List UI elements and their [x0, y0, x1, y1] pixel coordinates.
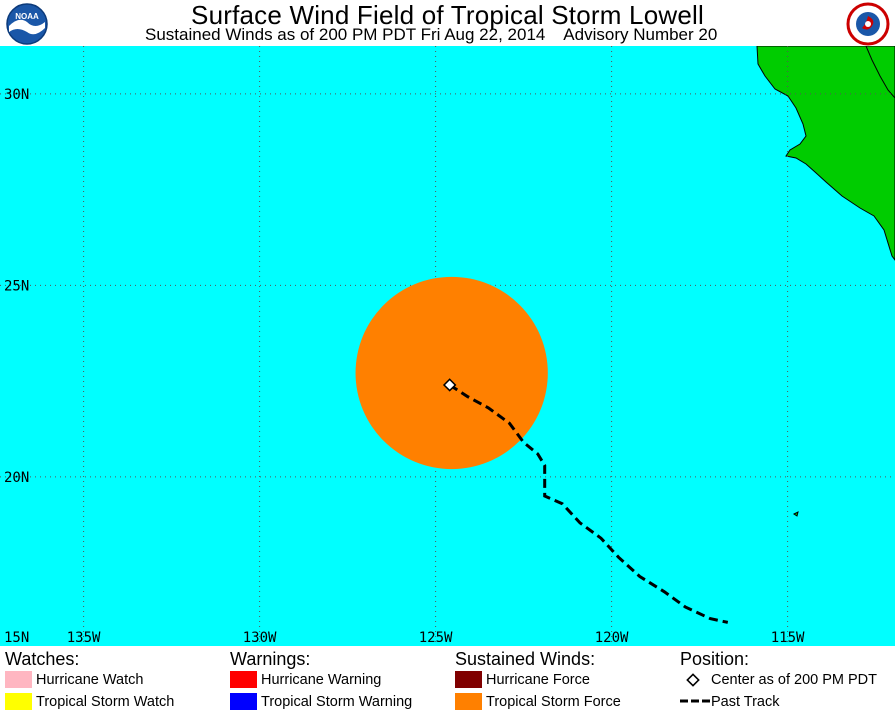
past-track-dash-icon — [680, 699, 710, 703]
legend-warnings-heading: Warnings: — [230, 649, 311, 669]
past-track-line — [448, 383, 729, 624]
longitude-label: 125W — [419, 630, 453, 646]
map-legend: Watches: Hurricane Watch Tropical Storm … — [0, 646, 895, 716]
longitude-label: 135W — [67, 630, 101, 646]
longitude-label: 115W — [771, 630, 805, 646]
nws-logo — [846, 2, 890, 46]
longitude-labels: 135W 130W 125W 120W 115W — [67, 630, 805, 646]
socorro-island-land — [793, 511, 799, 517]
past-track-label: Past Track — [711, 694, 780, 710]
wind-field-map: 30N 25N 20N 15N 135W 130W 125W 120W 115W — [0, 46, 895, 646]
center-diamond-icon — [686, 673, 700, 687]
tropical-storm-warning-label: Tropical Storm Warning — [261, 694, 413, 710]
hurricane-warning-swatch — [230, 671, 257, 688]
latitude-label: 25N — [4, 278, 29, 294]
map-subtitle: Sustained Winds as of 200 PM PDT Fri Aug… — [145, 25, 718, 44]
tropical-storm-force-swatch — [455, 693, 482, 710]
hurricane-watch-swatch — [5, 671, 32, 688]
center-position-label: Center as of 200 PM PDT — [711, 672, 878, 688]
hurricane-force-swatch — [455, 671, 482, 688]
storm-center-marker — [442, 378, 457, 392]
latitude-label: 30N — [4, 87, 29, 103]
legend-watches-heading: Watches: — [5, 649, 80, 669]
tropical-storm-warning-swatch — [230, 693, 257, 710]
tropical-storm-force-wind-field — [355, 276, 548, 470]
legend-position-heading: Position: — [680, 649, 750, 669]
latitude-label: 20N — [4, 470, 29, 486]
hurricane-watch-label: Hurricane Watch — [36, 672, 144, 688]
latitude-labels: 30N 25N 20N 15N — [4, 87, 29, 646]
map-title: Surface Wind Field of Tropical Storm Low… — [191, 0, 704, 30]
map-header: NOAA Surface Wind Field of Tropical Stor… — [0, 0, 895, 46]
hurricane-force-label: Hurricane Force — [486, 672, 590, 688]
hurricane-warning-label: Hurricane Warning — [261, 672, 382, 688]
tropical-storm-watch-swatch — [5, 693, 32, 710]
baja-peninsula-land — [756, 46, 895, 261]
latitude-label: 15N — [4, 630, 29, 646]
longitude-label: 120W — [595, 630, 629, 646]
noaa-logo-text: NOAA — [15, 12, 39, 21]
legend-winds-heading: Sustained Winds: — [455, 649, 596, 669]
longitude-label: 130W — [243, 630, 277, 646]
mainland-mexico-land — [865, 46, 895, 99]
noaa-logo: NOAA — [6, 3, 48, 45]
tropical-storm-watch-label: Tropical Storm Watch — [36, 694, 175, 710]
tropical-storm-force-label: Tropical Storm Force — [486, 694, 621, 710]
